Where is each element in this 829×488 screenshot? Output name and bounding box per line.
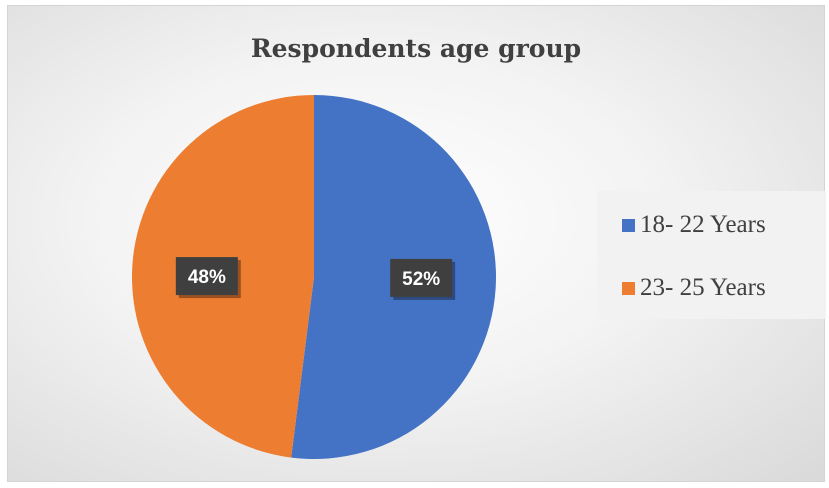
data-label-18-22: 52% bbox=[390, 258, 456, 300]
data-label-text-23-25: 48% bbox=[188, 267, 226, 288]
legend-label-18-22: 18- 22 Years bbox=[640, 211, 766, 238]
legend-swatch-23-25 bbox=[622, 281, 635, 295]
legend-item-18-22: 18- 22 Years bbox=[622, 211, 766, 239]
legend-swatch-18-22 bbox=[622, 218, 635, 232]
data-label-text-18-22: 52% bbox=[402, 269, 440, 290]
legend-item-23-25: 23- 25 Years bbox=[622, 274, 766, 302]
chart-title: Respondents age group bbox=[250, 34, 582, 63]
legend: 18- 22 Years 23- 25 Years bbox=[597, 191, 826, 319]
chart-area: Respondents age group 52% 48% 18- 22 Year… bbox=[7, 5, 826, 482]
legend-label-23-25: 23- 25 Years bbox=[640, 274, 766, 301]
pie-chart: 52% 48% bbox=[131, 95, 496, 459]
data-label-23-25: 48% bbox=[175, 257, 241, 299]
